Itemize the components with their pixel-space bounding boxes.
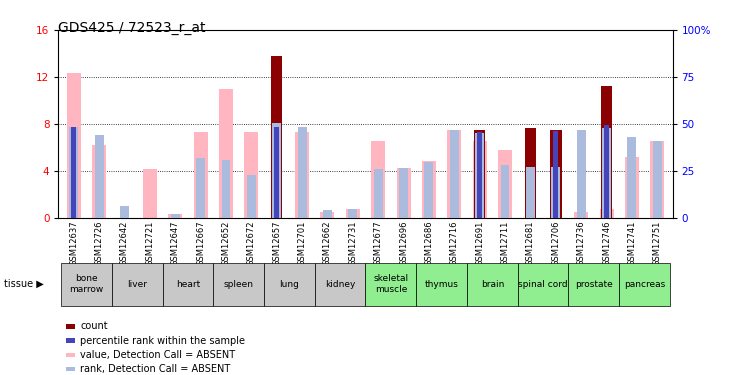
Text: brain: brain	[481, 280, 504, 289]
Bar	[599, 209, 613, 218]
Bar	[94, 135, 104, 218]
Bar	[475, 133, 484, 218]
Text: bone
marrow: bone marrow	[69, 274, 104, 294]
Text: skeletal
muscle: skeletal muscle	[374, 274, 409, 294]
Bar	[422, 161, 436, 218]
Bar	[271, 56, 282, 217]
Bar	[194, 132, 208, 218]
Bar	[272, 123, 281, 218]
Bar	[498, 150, 512, 217]
Bar	[346, 209, 360, 218]
Text: rank, Detection Call = ABSENT: rank, Detection Call = ABSENT	[80, 364, 231, 374]
Bar	[295, 132, 309, 218]
Bar	[525, 128, 536, 217]
Bar	[397, 168, 411, 217]
Bar	[196, 158, 205, 218]
Bar	[450, 130, 459, 218]
Bar	[92, 145, 106, 218]
Bar	[371, 141, 385, 218]
Bar	[69, 127, 78, 218]
Text: spinal cord: spinal cord	[518, 280, 568, 289]
Bar	[71, 127, 76, 218]
Text: tissue ▶: tissue ▶	[4, 279, 43, 289]
Text: kidney: kidney	[325, 280, 355, 289]
Bar	[298, 127, 306, 218]
Bar	[601, 86, 613, 218]
Bar	[219, 88, 233, 218]
Bar	[653, 141, 662, 218]
Text: lung: lung	[279, 280, 299, 289]
Bar	[143, 170, 157, 217]
Text: spleen: spleen	[224, 280, 254, 289]
Bar	[399, 168, 408, 217]
Bar	[526, 167, 535, 217]
Bar	[425, 162, 433, 218]
Text: pancreas: pancreas	[624, 280, 665, 289]
Bar	[602, 128, 611, 217]
Bar	[625, 157, 639, 218]
Bar	[374, 170, 382, 217]
Text: value, Detection Call = ABSENT: value, Detection Call = ABSENT	[80, 350, 235, 360]
Text: heart: heart	[175, 280, 200, 289]
Bar	[171, 214, 180, 217]
Bar	[247, 176, 256, 217]
Bar	[627, 136, 637, 218]
Text: thymus: thymus	[425, 280, 458, 289]
Bar	[574, 211, 588, 217]
Bar	[474, 130, 485, 218]
Bar	[349, 209, 357, 218]
Bar	[550, 130, 561, 218]
Text: GDS425 / 72523_r_at: GDS425 / 72523_r_at	[58, 21, 206, 34]
Text: liver: liver	[127, 280, 147, 289]
Text: prostate: prostate	[575, 280, 613, 289]
Text: percentile rank within the sample: percentile rank within the sample	[80, 336, 246, 345]
Text: count: count	[80, 321, 108, 331]
Bar	[577, 130, 586, 218]
Bar	[168, 214, 182, 217]
Bar	[244, 132, 258, 218]
Bar	[320, 211, 334, 217]
Bar	[651, 141, 664, 218]
Bar	[221, 160, 230, 218]
Bar	[553, 131, 558, 218]
Bar	[67, 74, 80, 217]
Bar	[473, 141, 487, 218]
Bar	[274, 127, 279, 218]
Bar	[447, 130, 461, 218]
Bar	[323, 210, 332, 218]
Bar	[551, 167, 560, 217]
Bar	[501, 165, 510, 218]
Bar	[477, 132, 482, 218]
Bar	[604, 125, 609, 217]
Bar	[120, 206, 129, 218]
